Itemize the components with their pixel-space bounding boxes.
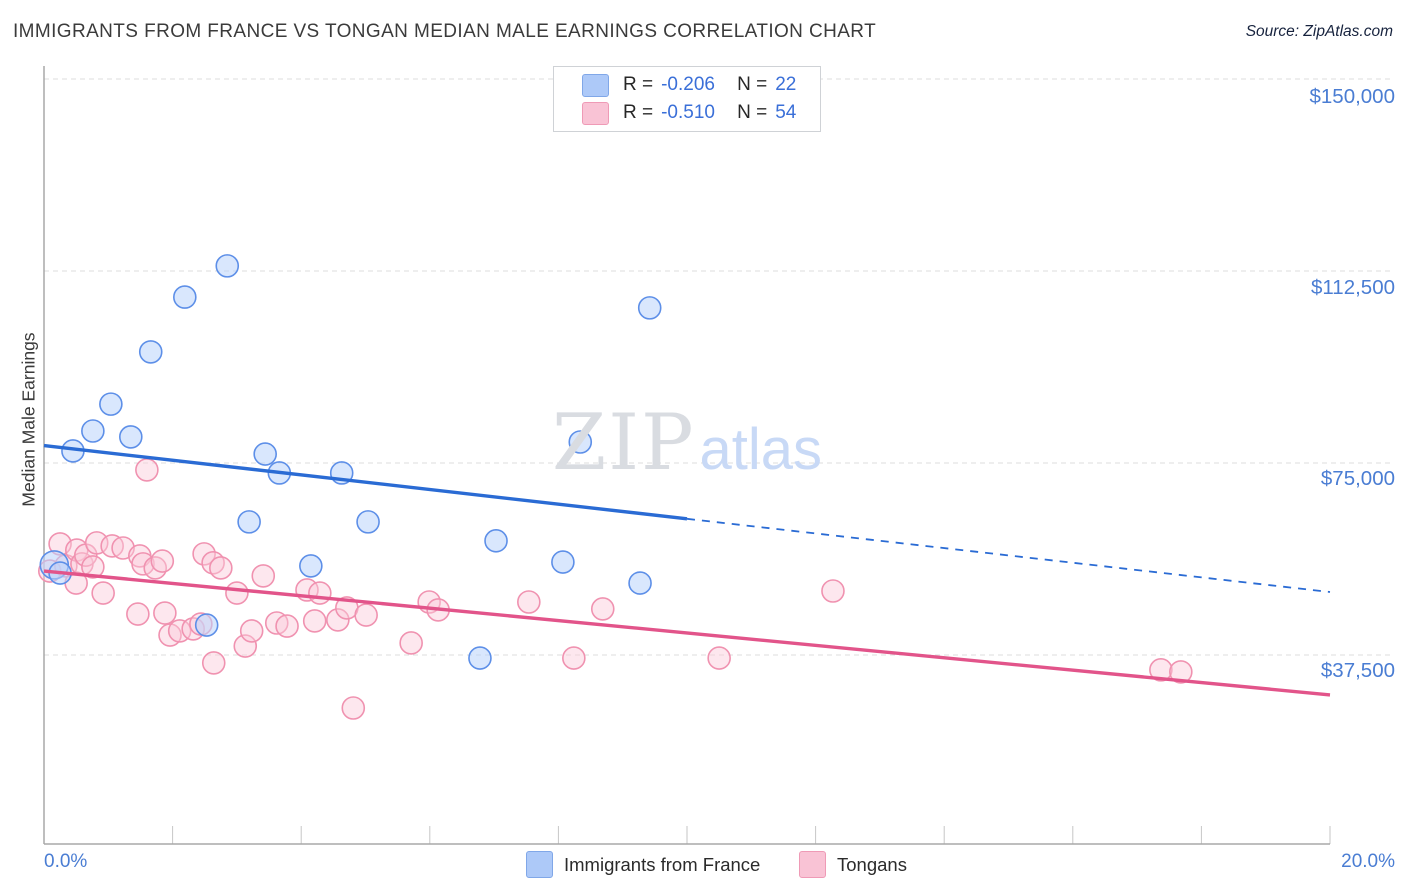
r-label: R =: [623, 74, 654, 95]
tongans-trend-line: [43, 569, 1331, 697]
france-point: [99, 392, 123, 416]
correlation-legend: R = -0.206 N = 22 R = -0.510 N = 54: [553, 66, 821, 132]
tongans-point: [707, 646, 731, 670]
france-point: [215, 254, 240, 278]
france-point: [484, 529, 508, 553]
france-trend-line-extrapolated: [686, 517, 1331, 593]
tongans-point: [239, 619, 264, 643]
france-point: [299, 554, 323, 578]
y-axis-title: Median Male Earnings: [18, 332, 39, 507]
n-value-france: 22: [775, 74, 797, 95]
tongans-point: [590, 597, 615, 621]
france-legend-label: Immigrants from France: [564, 853, 761, 875]
france-point: [568, 430, 593, 454]
tongans-point: [150, 549, 175, 573]
source-attribution: Source: ZipAtlas.com: [1245, 23, 1393, 40]
france-legend-swatch: [582, 73, 609, 97]
tongans-point: [302, 609, 327, 633]
france-point: [173, 285, 197, 309]
x-axis-max-label: 20.0%: [1341, 851, 1395, 872]
tongans-point: [192, 542, 216, 566]
france-point: [637, 296, 662, 320]
france-point: [194, 613, 219, 637]
tongans-point: [251, 564, 276, 588]
n-value-tongans: 54: [775, 102, 797, 123]
tongans-point: [1149, 658, 1173, 682]
tongans-point: [354, 603, 378, 627]
france-point: [253, 442, 277, 466]
tongans-point: [562, 646, 586, 670]
france-point: [119, 425, 143, 449]
tongans-point: [308, 581, 332, 605]
tongans-point: [81, 555, 105, 579]
france-point: [237, 510, 261, 534]
france-point: [81, 419, 105, 443]
tongan-legend-swatch: [582, 101, 609, 125]
correlation-row-tongans: R = -0.510 N = 54: [582, 101, 820, 125]
tongans-point: [201, 651, 226, 675]
tongans-point: [326, 608, 350, 632]
y-tick-label-112500: $112,500: [1311, 276, 1395, 299]
france-point: [468, 646, 492, 670]
tongans-point: [1169, 660, 1193, 684]
tongans-point: [225, 581, 249, 605]
correlation-row-france: R = -0.206 N = 22: [582, 73, 820, 97]
tongans-point: [91, 581, 115, 605]
r-value-france: -0.206: [661, 74, 715, 95]
y-tick-label-75000: $75,000: [1320, 467, 1395, 490]
y-tick-label-150000: $150,000: [1309, 85, 1395, 108]
n-label: N =: [737, 74, 768, 95]
france-point: [138, 340, 163, 364]
bottom-legend-france: Immigrants from France: [526, 851, 760, 878]
tongans-point: [153, 601, 177, 625]
france-swatch: [526, 851, 553, 878]
tongans-point: [233, 634, 258, 658]
tongans-point: [126, 602, 150, 626]
page-title: IMMIGRANTS FROM FRANCE VS TONGAN MEDIAN …: [13, 21, 877, 42]
n-label: N =: [737, 102, 768, 123]
tongans-point: [135, 458, 159, 482]
x-axis-min-label: 0.0%: [44, 851, 88, 872]
bottom-legend-tongans: Tongans: [799, 851, 907, 878]
tongans-point: [821, 579, 845, 603]
r-label: R =: [623, 102, 654, 123]
tongans-point: [517, 590, 541, 614]
tongans-swatch: [799, 851, 826, 878]
tongans-point: [399, 631, 423, 655]
tongans-point: [209, 556, 233, 580]
tongans-point: [275, 614, 299, 638]
y-tick-label-37500: $37,500: [1320, 659, 1395, 682]
tongans-point: [143, 556, 168, 580]
r-value-tongans: -0.510: [661, 102, 715, 123]
france-point: [551, 550, 575, 574]
tongans-legend-label: Tongans: [837, 853, 907, 875]
france-point: [628, 571, 652, 595]
france-trend-line: [43, 443, 688, 521]
france-point: [356, 510, 380, 534]
tongans-point: [341, 696, 366, 720]
